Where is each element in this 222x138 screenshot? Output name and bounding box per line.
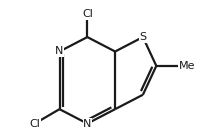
- Text: Cl: Cl: [29, 119, 40, 129]
- Text: Me: Me: [179, 61, 195, 71]
- Text: N: N: [83, 119, 91, 129]
- Text: S: S: [139, 32, 147, 42]
- Text: N: N: [55, 47, 64, 56]
- Text: Cl: Cl: [82, 9, 93, 19]
